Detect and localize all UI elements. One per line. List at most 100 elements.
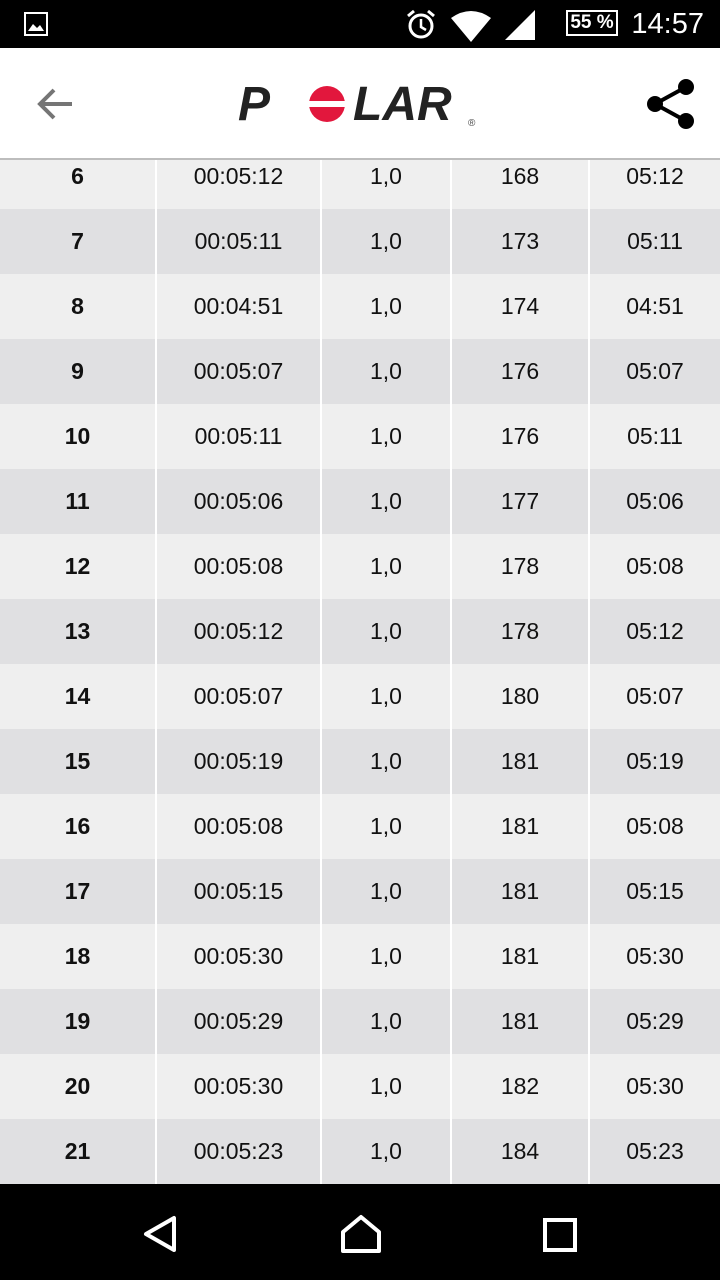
- lap-pace: 05:29: [626, 1008, 684, 1034]
- lap-number: 18: [0, 924, 157, 989]
- table-row[interactable]: 17 00:05:15 1,0 181 05:15: [0, 859, 720, 924]
- lap-pace: 05:19: [626, 748, 684, 774]
- lap-number: 9: [0, 339, 157, 404]
- table-row[interactable]: 20 00:05:30 1,0 182 05:30: [0, 1054, 720, 1119]
- lap-pace: 05:08: [626, 553, 684, 579]
- lap-distance: 1,0: [322, 534, 452, 599]
- lap-number: 20: [0, 1054, 157, 1119]
- lap-pace: 04:51: [626, 293, 684, 319]
- share-icon[interactable]: [644, 78, 698, 130]
- lap-heart-rate: 176: [452, 404, 590, 469]
- lap-duration: 00:05:12: [157, 160, 322, 209]
- home-icon[interactable]: [340, 1214, 382, 1254]
- svg-text:®: ®: [468, 118, 476, 128]
- lap-number: 16: [0, 794, 157, 859]
- lap-distance: 1,0: [322, 209, 452, 274]
- lap-heart-rate: 181: [452, 989, 590, 1054]
- lap-pace: 05:07: [626, 683, 684, 709]
- lap-pace: 05:15: [626, 878, 684, 904]
- svg-text:P: P: [238, 82, 271, 128]
- lap-heart-rate: 174: [452, 274, 590, 339]
- lap-number: 8: [0, 274, 157, 339]
- lap-pace: 05:11: [627, 228, 683, 254]
- lap-heart-rate: 178: [452, 534, 590, 599]
- wifi-icon: [451, 11, 491, 42]
- clock: 14:57: [631, 8, 704, 40]
- polar-logo: P LAR ®: [238, 82, 476, 128]
- lap-duration: 00:05:11: [157, 404, 322, 469]
- table-row[interactable]: 8 00:04:51 1,0 174 04:51: [0, 274, 720, 339]
- lap-pace: 05:07: [626, 358, 684, 384]
- lap-duration: 00:05:08: [157, 534, 322, 599]
- lap-duration: 00:05:15: [157, 859, 322, 924]
- lap-number: 15: [0, 729, 157, 794]
- back-triangle-icon[interactable]: [140, 1214, 180, 1254]
- lap-pace: 05:12: [626, 618, 684, 644]
- lap-distance: 1,0: [322, 859, 452, 924]
- lap-duration: 00:05:06: [157, 469, 322, 534]
- lap-pace: 05:12: [626, 163, 684, 189]
- lap-distance: 1,0: [322, 924, 452, 989]
- lap-duration: 00:05:07: [157, 339, 322, 404]
- table-row[interactable]: 15 00:05:19 1,0 181 05:19: [0, 729, 720, 794]
- lap-pace: 05:30: [626, 1073, 684, 1099]
- lap-duration: 00:05:30: [157, 1054, 322, 1119]
- lap-heart-rate: 178: [452, 599, 590, 664]
- lap-duration: 00:05:07: [157, 664, 322, 729]
- lap-heart-rate: 181: [452, 794, 590, 859]
- lap-distance: 1,0: [322, 729, 452, 794]
- svg-text:LAR: LAR: [353, 82, 452, 128]
- status-bar: 55 % 14:57: [0, 0, 720, 48]
- lap-distance: 1,0: [322, 1054, 452, 1119]
- lap-number: 12: [0, 534, 157, 599]
- lap-heart-rate: 176: [452, 339, 590, 404]
- table-row[interactable]: 12 00:05:08 1,0 178 05:08: [0, 534, 720, 599]
- lap-distance: 1,0: [322, 1119, 452, 1184]
- battery-icon: 55 %: [566, 10, 618, 36]
- lap-duration: 00:04:51: [157, 274, 322, 339]
- lap-duration: 00:05:29: [157, 989, 322, 1054]
- lap-duration: 00:05:11: [157, 209, 322, 274]
- table-row[interactable]: 10 00:05:11 1,0 176 05:11: [0, 404, 720, 469]
- lap-heart-rate: 180: [452, 664, 590, 729]
- alarm-icon: [407, 9, 435, 39]
- lap-pace: 05:30: [626, 943, 684, 969]
- table-row[interactable]: 7 00:05:11 1,0 173 05:11: [0, 209, 720, 274]
- table-row[interactable]: 9 00:05:07 1,0 176 05:07: [0, 339, 720, 404]
- laps-table[interactable]: 6 00:05:12 1,0 168 05:12 7 00:05:11 1,0 173 05:11…: [0, 160, 720, 1184]
- table-row[interactable]: 21 00:05:23 1,0 184 05:23: [0, 1119, 720, 1184]
- lap-heart-rate: 168: [452, 160, 590, 209]
- table-row[interactable]: 11 00:05:06 1,0 177 05:06: [0, 469, 720, 534]
- lap-heart-rate: 177: [452, 469, 590, 534]
- table-row[interactable]: 14 00:05:07 1,0 180 05:07: [0, 664, 720, 729]
- table-row[interactable]: 18 00:05:30 1,0 181 05:30: [0, 924, 720, 989]
- signal-icon: [505, 10, 535, 40]
- lap-pace: 05:06: [626, 488, 684, 514]
- table-row[interactable]: 16 00:05:08 1,0 181 05:08: [0, 794, 720, 859]
- lap-pace: 05:23: [626, 1138, 684, 1164]
- table-row[interactable]: 6 00:05:12 1,0 168 05:12: [0, 160, 720, 209]
- lap-duration: 00:05:19: [157, 729, 322, 794]
- lap-duration: 00:05:12: [157, 599, 322, 664]
- lap-pace: 05:08: [626, 813, 684, 839]
- lap-distance: 1,0: [322, 274, 452, 339]
- table-row[interactable]: 19 00:05:29 1,0 181 05:29: [0, 989, 720, 1054]
- lap-number: 17: [0, 859, 157, 924]
- lap-number: 13: [0, 599, 157, 664]
- lap-heart-rate: 173: [452, 209, 590, 274]
- arrow-left-icon[interactable]: [36, 86, 76, 122]
- lap-duration: 00:05:08: [157, 794, 322, 859]
- lap-number: 14: [0, 664, 157, 729]
- image-icon: [24, 12, 48, 36]
- lap-heart-rate: 181: [452, 859, 590, 924]
- lap-number: 19: [0, 989, 157, 1054]
- lap-pace: 05:11: [627, 423, 683, 449]
- table-row[interactable]: 13 00:05:12 1,0 178 05:12: [0, 599, 720, 664]
- lap-distance: 1,0: [322, 794, 452, 859]
- lap-duration: 00:05:23: [157, 1119, 322, 1184]
- lap-distance: 1,0: [322, 469, 452, 534]
- recents-icon[interactable]: [543, 1218, 577, 1252]
- lap-heart-rate: 181: [452, 729, 590, 794]
- lap-number: 21: [0, 1119, 157, 1184]
- lap-heart-rate: 182: [452, 1054, 590, 1119]
